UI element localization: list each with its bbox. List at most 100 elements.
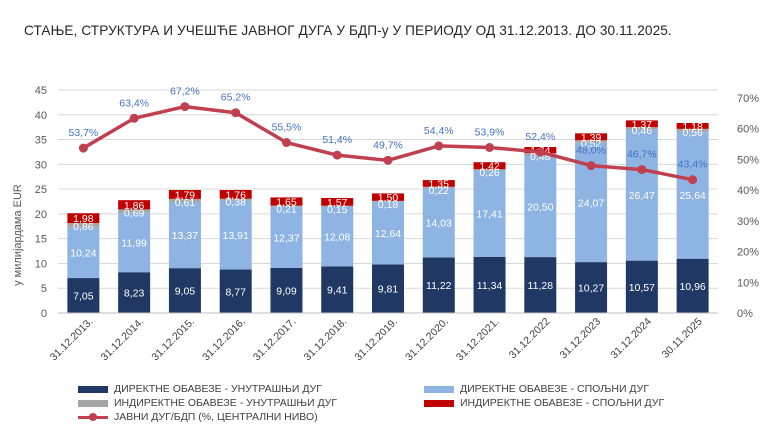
- bar-value-label: 8,77: [225, 286, 246, 298]
- y-tick-label: 10: [35, 258, 47, 270]
- bar-value-label: 14,03: [426, 218, 452, 230]
- bar-value-label: 0,21: [276, 204, 297, 216]
- bar-segment: [168, 201, 201, 269]
- bar-value-label: 9,05: [175, 286, 196, 298]
- bar-segment: [524, 155, 557, 258]
- bar-segment: [473, 169, 506, 171]
- debt-gdp-point: [332, 150, 342, 160]
- debt-gdp-point: [129, 113, 139, 123]
- bar-segment: [219, 269, 252, 313]
- debt-gdp-point: [485, 142, 495, 152]
- x-tick-label: 31.12.2015.: [149, 316, 197, 364]
- y-tick-label: 20: [35, 209, 47, 221]
- x-axis: 31.12.2013. 31.12.2014. 31.12.2015. 31.12.2…: [48, 312, 718, 364]
- bar-value-label: 0,56: [682, 127, 703, 139]
- y2-tick-label: 30%: [737, 216, 759, 228]
- y-axis-label: у милијардама EUR: [12, 184, 24, 286]
- bar-segment: [422, 257, 455, 313]
- debt-gdp-label: 53,9%: [475, 126, 505, 138]
- bar-value-label: 0,46: [632, 125, 653, 137]
- bar-value-label: 1,42: [479, 161, 500, 173]
- y-tick-label: 25: [35, 184, 47, 196]
- debt-gdp-point: [383, 155, 393, 165]
- bar-segment: [67, 227, 100, 279]
- bar-segment: [625, 129, 658, 261]
- bar-segment: [575, 140, 608, 143]
- bar-segment: [270, 197, 303, 206]
- debt-gdp-point: [281, 138, 291, 148]
- debt-gdp-label: 63,4%: [119, 97, 149, 109]
- x-tick-label: 31.12.2017.: [251, 316, 299, 364]
- y-tick-label: 35: [35, 135, 47, 147]
- y-axis-left: 0 5 10 15 20 25 30 35 40 45: [35, 85, 47, 320]
- x-tick-label: 31.12.2014.: [99, 316, 147, 364]
- bar-value-label: 1,65: [276, 197, 297, 209]
- bar-segment: [270, 206, 303, 268]
- bar-segment: [219, 200, 252, 270]
- bar-value-label: 9,41: [327, 285, 348, 297]
- debt-gdp-label: 53,7%: [68, 127, 98, 139]
- debt-gdp-label: 49,7%: [373, 139, 403, 151]
- bar-segment: [118, 212, 151, 273]
- segment-labels: 7,05 10,24 0,861,98 8,23 11,99 0,691,86 9,05 13…: [70, 119, 706, 303]
- bar-value-label: 20,50: [527, 201, 553, 213]
- bar-value-label: 1,35: [429, 178, 450, 190]
- x-tick-label: 30.11.2025: [660, 316, 705, 361]
- bar-value-label: 11,34: [477, 280, 503, 292]
- bar-segment: [67, 213, 100, 224]
- bar-segment: [676, 128, 709, 132]
- bar-segment: [473, 162, 506, 170]
- x-tick-label: 31.12.2022: [507, 316, 553, 362]
- bar-segment: [270, 267, 303, 313]
- x-tick-label: 31.12.2024: [608, 316, 654, 362]
- bar-value-label: 17,41: [476, 209, 502, 221]
- y-tick-label: 45: [35, 85, 47, 97]
- debt-gdp-label: 67,2%: [170, 86, 200, 98]
- y-tick-label: 30: [35, 159, 47, 171]
- bar-segment: [118, 200, 151, 210]
- debt-gdp-label: 46,7%: [627, 149, 657, 161]
- bar-segment: [372, 264, 404, 313]
- y2-tick-label: 20%: [737, 247, 759, 259]
- debt-gdp-point: [637, 165, 647, 175]
- bar-value-label: 0,61: [175, 197, 196, 209]
- bar-value-label: 0,18: [378, 199, 399, 211]
- bar-segment: [372, 201, 404, 265]
- bar-value-label: 1,98: [73, 213, 94, 225]
- y-tick-label: 5: [41, 283, 47, 295]
- bar-segment: [321, 266, 354, 313]
- bar-segment: [270, 205, 303, 207]
- debt-gdp-label: 51,4%: [322, 134, 352, 146]
- debt-gdp-point: [586, 161, 596, 171]
- y2-tick-label: 10%: [737, 277, 759, 289]
- bar-value-label: 12,64: [375, 228, 401, 240]
- bar-value-label: 0,22: [429, 185, 450, 197]
- bar-value-label: 25,64: [679, 190, 705, 202]
- x-tick-label: 31.12.2019.: [352, 316, 400, 364]
- bar-value-label: 11,22: [426, 280, 452, 292]
- debt-gdp-label: 65,2%: [221, 92, 251, 104]
- bar-value-label: 0,26: [479, 167, 500, 179]
- bar-value-label: 11,28: [528, 280, 554, 292]
- bar-value-label: 12,08: [324, 231, 350, 243]
- bar-segment: [575, 262, 608, 313]
- bar-segment: [524, 257, 557, 313]
- bar-value-label: 26,47: [629, 190, 655, 202]
- bar-segment: [168, 268, 201, 313]
- bar-segment: [676, 131, 709, 259]
- y2-tick-label: 70%: [737, 93, 759, 105]
- bar-segment: [625, 120, 658, 128]
- y2-tick-label: 40%: [737, 185, 759, 197]
- y2-tick-label: 60%: [737, 124, 759, 136]
- bar-value-label: 0,86: [73, 221, 94, 233]
- bar-segment: [676, 258, 709, 313]
- y-tick-label: 0: [41, 308, 47, 320]
- bar-segment: [321, 205, 354, 207]
- bar-value-label: 0,69: [124, 207, 145, 219]
- x-tick-label: 31.12.2016.: [200, 316, 248, 364]
- bar-segment: [67, 223, 100, 228]
- bar-segment: [219, 190, 252, 199]
- debt-gdp-point: [535, 147, 545, 157]
- bar-value-label: 7,05: [73, 291, 94, 303]
